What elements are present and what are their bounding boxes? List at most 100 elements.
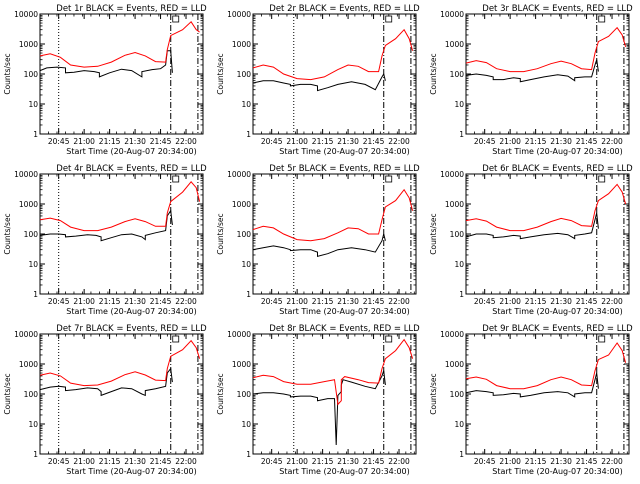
x-tick-label: 21:15	[525, 457, 547, 466]
events-series-line	[252, 72, 386, 92]
events-series-line	[252, 233, 386, 257]
box-marker	[598, 15, 606, 23]
lld-series-line	[39, 339, 201, 387]
y-tick-label: 100	[237, 70, 252, 79]
y-tick-label: 1	[246, 450, 251, 459]
x-tick-label: 21:00	[286, 457, 308, 466]
panel-det-5: Det 5r BLACK = Events, RED = LLD 1 10 100 10…	[216, 164, 420, 316]
panel-title: Det 9r BLACK = Events, RED = LLD	[482, 324, 633, 334]
y-tick-label: 10000	[14, 10, 38, 19]
box-marker	[172, 15, 180, 23]
y-tick-label: 100	[237, 390, 252, 399]
box-marker	[598, 335, 606, 343]
y-tick-label: 1000	[445, 360, 464, 369]
x-tick-label: 20:45	[261, 137, 283, 146]
x-tick-label: 22:00	[388, 297, 410, 306]
events-series-line	[39, 367, 173, 397]
x-tick-label: 21:15	[312, 297, 334, 306]
x-axis-label: Start Time (20-Aug-07 20:34:00)	[492, 147, 623, 156]
y-tick-label: 10000	[14, 170, 38, 179]
y-axis-label: Counts/sec	[429, 213, 438, 254]
x-tick-label: 21:45	[150, 457, 172, 466]
x-tick-label: 21:00	[73, 297, 95, 306]
x-tick-label: 21:15	[525, 297, 547, 306]
y-tick-label: 10000	[14, 330, 38, 339]
x-tick-label: 21:15	[99, 297, 121, 306]
y-tick-label: 10	[241, 260, 251, 269]
events-series-line	[39, 209, 173, 242]
x-tick-label: 22:00	[175, 457, 197, 466]
plot-frame	[465, 13, 630, 135]
y-tick-label: 10	[454, 420, 464, 429]
y-tick-label: 10	[454, 260, 464, 269]
x-axis-label: Start Time (20-Aug-07 20:34:00)	[279, 467, 410, 476]
x-tick-label: 21:00	[499, 137, 521, 146]
plot-frame	[465, 333, 630, 455]
panel-title: Det 1r BLACK = Events, RED = LLD	[56, 4, 207, 14]
panel-det-9: Det 9r BLACK = Events, RED = LLD 1 10 100 10…	[429, 324, 633, 476]
x-tick-label: 20:45	[474, 457, 496, 466]
x-tick-label: 22:00	[175, 297, 197, 306]
panel-det-6: Det 6r BLACK = Events, RED = LLD 1 10 100 10…	[429, 164, 633, 316]
x-axis-label: Start Time (20-Aug-07 20:34:00)	[492, 307, 623, 316]
panel-det-4: Det 4r BLACK = Events, RED = LLD 1 10 100 10…	[3, 164, 207, 316]
lld-series-line	[465, 183, 627, 232]
panel-title: Det 3r BLACK = Events, RED = LLD	[482, 4, 633, 14]
lld-series-line	[39, 21, 200, 68]
y-tick-label: 1	[33, 450, 38, 459]
box-marker	[385, 175, 393, 183]
x-tick-label: 21:30	[337, 297, 359, 306]
x-tick-label: 21:00	[73, 137, 95, 146]
x-tick-label: 21:45	[363, 137, 385, 146]
y-tick-label: 1000	[232, 200, 251, 209]
y-tick-label: 1000	[232, 360, 251, 369]
x-tick-label: 22:00	[601, 137, 623, 146]
x-tick-label: 20:45	[48, 137, 70, 146]
y-tick-label: 10	[28, 100, 38, 109]
y-tick-label: 1	[246, 130, 251, 139]
y-tick-label: 1000	[19, 40, 38, 49]
y-axis-label: Counts/sec	[429, 53, 438, 94]
panel-title: Det 6r BLACK = Events, RED = LLD	[482, 164, 633, 174]
y-axis-label: Counts/sec	[3, 213, 12, 254]
panel-title: Det 2r BLACK = Events, RED = LLD	[269, 4, 420, 14]
panel-det-7: Det 7r BLACK = Events, RED = LLD 1 10 100 10…	[3, 324, 207, 476]
box-marker	[172, 175, 180, 183]
y-tick-label: 10	[454, 100, 464, 109]
panel-det-8: Det 8r BLACK = Events, RED = LLD 1 10 100 10…	[216, 324, 420, 476]
x-tick-label: 22:00	[175, 137, 197, 146]
x-tick-label: 22:00	[388, 457, 410, 466]
y-axis-label: Counts/sec	[3, 373, 12, 414]
y-tick-label: 1	[33, 130, 38, 139]
y-tick-label: 1	[459, 450, 464, 459]
x-axis-label: Start Time (20-Aug-07 20:34:00)	[492, 467, 623, 476]
y-tick-label: 10	[241, 420, 251, 429]
x-tick-label: 21:15	[312, 457, 334, 466]
y-tick-label: 1	[459, 290, 464, 299]
y-tick-label: 10	[28, 260, 38, 269]
box-marker	[385, 335, 393, 343]
panel-det-2: Det 2r BLACK = Events, RED = LLD 1 10 100 10…	[216, 4, 420, 156]
x-tick-label: 20:45	[261, 297, 283, 306]
x-tick-label: 21:00	[286, 137, 308, 146]
lld-series-line	[252, 28, 414, 81]
events-series-line	[39, 50, 173, 78]
x-tick-label: 21:45	[576, 297, 598, 306]
x-tick-label: 21:15	[312, 137, 334, 146]
x-tick-label: 21:30	[550, 137, 572, 146]
x-tick-label: 20:45	[48, 297, 70, 306]
x-tick-label: 21:45	[363, 297, 385, 306]
x-tick-label: 21:30	[124, 457, 146, 466]
y-tick-label: 10	[241, 100, 251, 109]
y-tick-label: 1000	[445, 40, 464, 49]
x-tick-label: 21:30	[550, 457, 572, 466]
y-tick-label: 10000	[227, 330, 251, 339]
y-tick-label: 1000	[19, 360, 38, 369]
x-tick-label: 21:15	[99, 137, 121, 146]
x-tick-label: 21:00	[499, 457, 521, 466]
box-marker	[598, 175, 606, 183]
panel-title: Det 8r BLACK = Events, RED = LLD	[269, 324, 420, 334]
plot-frame	[252, 333, 417, 455]
